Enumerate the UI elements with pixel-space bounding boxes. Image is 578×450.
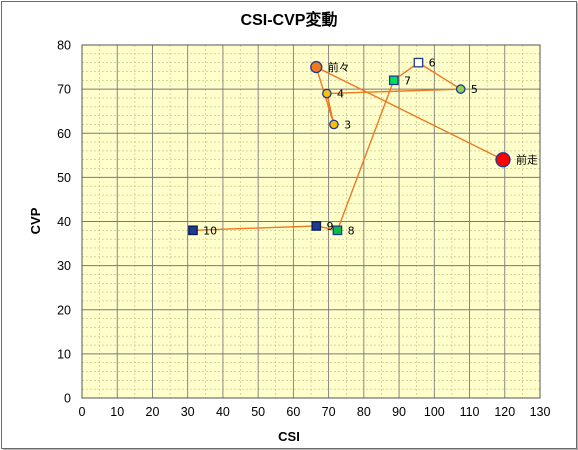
point-label-前々: 前々 xyxy=(328,60,350,74)
point-label-3: 3 xyxy=(344,118,351,131)
x-tick-label: 0 xyxy=(79,405,86,419)
chart-title: CSI-CVP変動 xyxy=(241,10,338,29)
y-tick-label: 50 xyxy=(57,171,71,185)
point-label-8: 8 xyxy=(348,224,355,237)
marker-5 xyxy=(455,84,466,94)
x-tick-label: 60 xyxy=(286,405,300,419)
x-tick-label: 130 xyxy=(530,405,551,419)
x-tick-label: 100 xyxy=(424,405,445,419)
y-axis-title: CVP xyxy=(28,207,43,234)
x-tick-label: 80 xyxy=(357,405,371,419)
x-tick-label: 110 xyxy=(460,405,480,419)
x-tick-label: 30 xyxy=(181,405,195,419)
point-label-7: 7 xyxy=(404,74,411,87)
marker-4 xyxy=(322,88,332,99)
marker-前走 xyxy=(495,152,511,168)
marker-3 xyxy=(329,119,339,130)
x-tick-label: 10 xyxy=(110,405,124,419)
y-tick-label: 30 xyxy=(57,259,71,273)
y-tick-label: 80 xyxy=(57,39,71,53)
y-tick-label: 60 xyxy=(57,127,71,141)
marker-6 xyxy=(413,57,424,68)
y-tick-label: 70 xyxy=(57,83,71,97)
x-tick-label: 40 xyxy=(216,405,230,419)
x-tick-label: 50 xyxy=(251,405,265,419)
point-label-10: 10 xyxy=(203,224,217,237)
marker-前々 xyxy=(310,60,323,74)
point-label-9: 9 xyxy=(326,220,333,233)
marker-10 xyxy=(188,225,198,236)
data-labels: 前走 前々 3 4 5 6 7 8 9 10 xyxy=(203,57,538,238)
y-tick-label: 10 xyxy=(57,347,71,361)
x-tick-label: 120 xyxy=(494,405,515,419)
y-tick-label: 40 xyxy=(57,215,71,229)
y-tick-label: 20 xyxy=(57,303,71,317)
point-label-4: 4 xyxy=(337,88,344,101)
data-markers xyxy=(188,57,511,236)
point-label-5: 5 xyxy=(471,83,478,96)
point-label-6: 6 xyxy=(429,57,436,70)
grid-lines xyxy=(81,44,541,399)
x-tick-label: 90 xyxy=(392,405,406,419)
point-label-前走: 前走 xyxy=(516,153,538,167)
plot-border xyxy=(81,44,541,399)
y-tick-label: 0 xyxy=(64,392,71,406)
x-tick-label: 70 xyxy=(322,405,336,419)
marker-8 xyxy=(332,225,343,236)
marker-7 xyxy=(388,75,399,86)
x-axis-title: CSI xyxy=(278,429,300,444)
marker-9 xyxy=(311,221,322,231)
tick-labels: 0 10 20 30 40 50 60 70 80 90 100 110 120 130 0 10 20 30 40… xyxy=(57,39,550,420)
x-tick-label: 20 xyxy=(146,405,160,419)
